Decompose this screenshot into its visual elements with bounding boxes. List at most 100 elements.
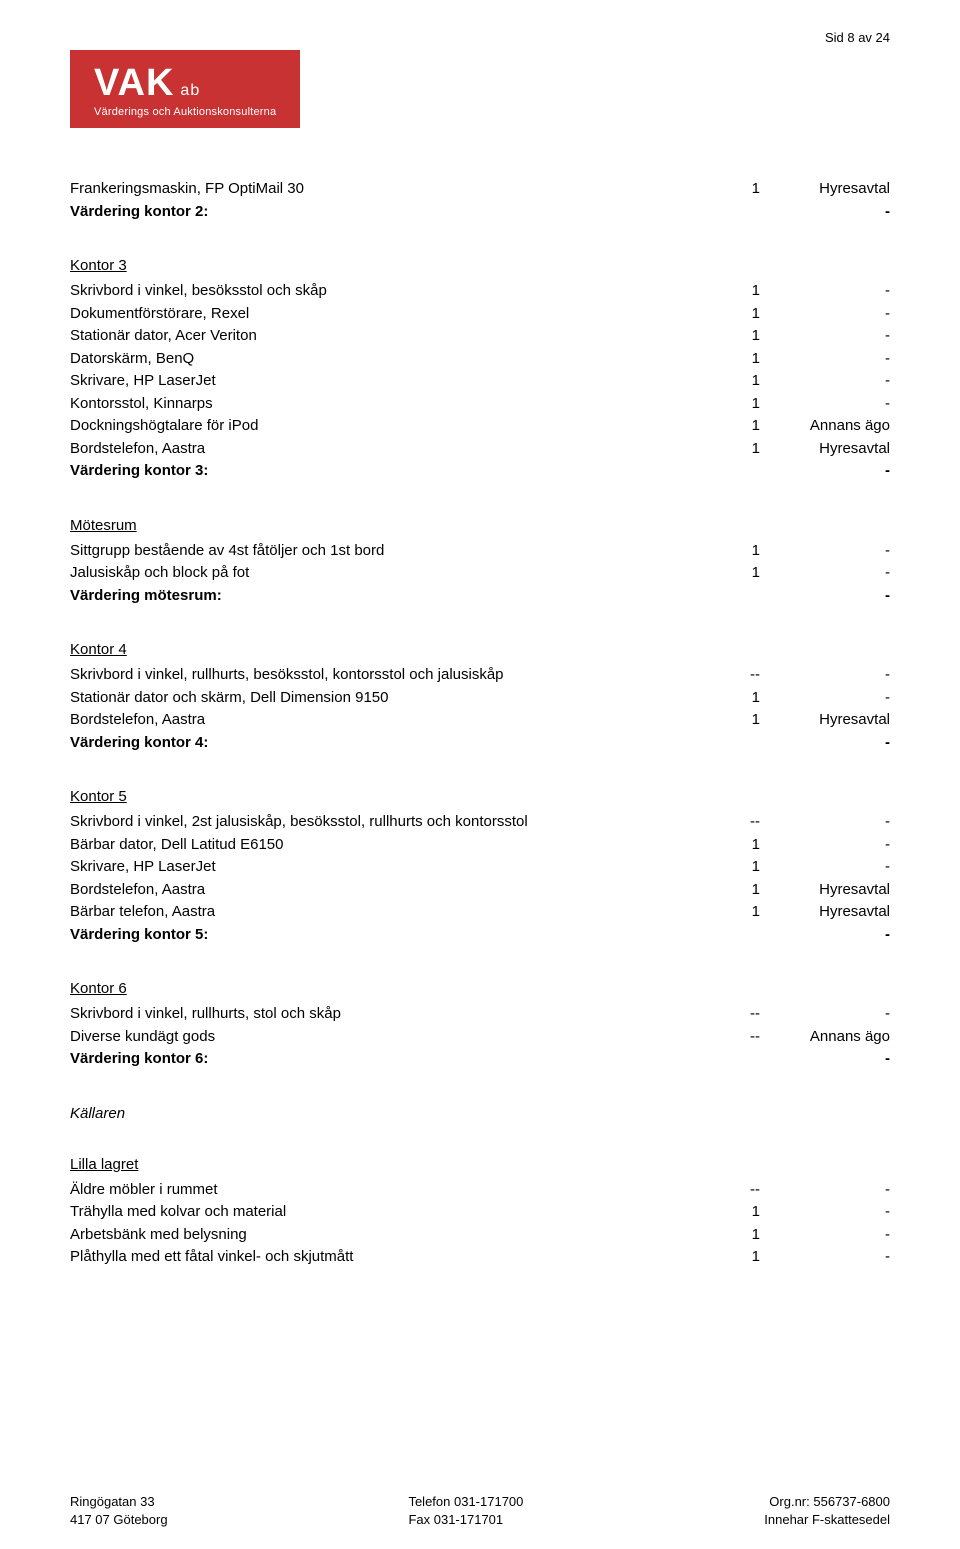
row-desc: Bordstelefon, Aastra [70, 438, 700, 461]
table-row: Skrivbord i vinkel, besöksstol och skåp1… [70, 280, 890, 303]
row-val: - [760, 280, 890, 303]
table-row: Kontorsstol, Kinnarps1- [70, 393, 890, 416]
row-qty: 1 [700, 687, 760, 710]
row-val: - [760, 811, 890, 834]
row-qty: 1 [700, 540, 760, 563]
row-desc: Stationär dator, Acer Veriton [70, 325, 700, 348]
section: Kontor 5Skrivbord i vinkel, 2st jalusisk… [70, 788, 890, 946]
row-desc: Stationär dator och skärm, Dell Dimensio… [70, 687, 700, 710]
row-val: - [760, 856, 890, 879]
row-val: - [760, 540, 890, 563]
row-qty: 1 [700, 438, 760, 461]
row-desc: Jalusiskåp och block på fot [70, 562, 700, 585]
row-qty: 1 [700, 370, 760, 393]
table-row: Stationär dator, Acer Veriton1- [70, 325, 890, 348]
row-val: - [760, 303, 890, 326]
row-qty: 1 [700, 834, 760, 857]
document-page: Sid 8 av 24 VAK ab Värderings och Auktion… [0, 0, 960, 1549]
logo-box: VAK ab Värderings och Auktionskonsulterna [70, 50, 300, 128]
row-val: - [760, 687, 890, 710]
logo-suffix: ab [180, 82, 200, 99]
row-qty: -- [700, 811, 760, 834]
table-row: Skrivbord i vinkel, rullhurts, besökssto… [70, 664, 890, 687]
row-qty: 1 [700, 393, 760, 416]
section-title: Kontor 4 [70, 641, 890, 658]
logo-text: VAK [94, 62, 174, 104]
row-desc: Äldre möbler i rummet [70, 1179, 700, 1202]
row-qty: 1 [700, 1201, 760, 1224]
footer-center-line1: Telefon 031-171700 [408, 1493, 523, 1511]
summary-label: Värdering kontor 6: [70, 1048, 760, 1071]
footer-center-line2: Fax 031-171701 [408, 1511, 523, 1529]
section-title: Kontor 3 [70, 257, 890, 274]
table-row: Dokumentförstörare, Rexel1- [70, 303, 890, 326]
table-row: Arbetsbänk med belysning1- [70, 1224, 890, 1247]
row-desc: Plåthylla med ett fåtal vinkel- och skju… [70, 1246, 700, 1269]
summary-val: - [760, 1048, 890, 1071]
row-qty: 1 [700, 348, 760, 371]
table-row: Datorskärm, BenQ1- [70, 348, 890, 371]
row-desc: Bordstelefon, Aastra [70, 879, 700, 902]
row-val: - [760, 1179, 890, 1202]
row-val: - [760, 1003, 890, 1026]
logo-main: VAK ab [94, 64, 276, 102]
footer-center: Telefon 031-171700 Fax 031-171701 [408, 1493, 523, 1529]
table-row: Bärbar dator, Dell Latitud E61501- [70, 834, 890, 857]
row-desc: Skrivare, HP LaserJet [70, 856, 700, 879]
footer-right-line2: Innehar F-skattesedel [764, 1511, 890, 1529]
summary-label: Värdering kontor 4: [70, 732, 760, 755]
row-qty: 1 [700, 415, 760, 438]
row-desc: Bärbar dator, Dell Latitud E6150 [70, 834, 700, 857]
row-qty: 1 [700, 879, 760, 902]
row-desc: Trähylla med kolvar och material [70, 1201, 700, 1224]
row-val: - [760, 348, 890, 371]
footer-right-line1: Org.nr: 556737-6800 [764, 1493, 890, 1511]
page-number: Sid 8 av 24 [825, 30, 890, 45]
row-qty: 1 [700, 709, 760, 732]
row-qty: 1 [700, 562, 760, 585]
table-row: Bordstelefon, Aastra1Hyresavtal [70, 709, 890, 732]
summary-val: - [760, 201, 890, 224]
table-row: Bordstelefon, Aastra1Hyresavtal [70, 438, 890, 461]
row-desc: Skrivbord i vinkel, rullhurts, stol och … [70, 1003, 700, 1026]
logo-subtitle: Värderings och Auktionskonsulterna [94, 106, 276, 118]
row-qty: 1 [700, 901, 760, 924]
table-row: Sittgrupp bestående av 4st fåtöljer och … [70, 540, 890, 563]
summary-row: Värdering mötesrum:- [70, 585, 890, 608]
row-desc: Datorskärm, BenQ [70, 348, 700, 371]
row-desc: Frankeringsmaskin, FP OptiMail 30 [70, 178, 700, 201]
row-val: - [760, 1224, 890, 1247]
section-title: Mötesrum [70, 517, 890, 534]
row-val: Hyresavtal [760, 438, 890, 461]
row-qty: -- [700, 1026, 760, 1049]
row-val: - [760, 393, 890, 416]
row-val: Hyresavtal [760, 879, 890, 902]
row-desc: Skrivbord i vinkel, besöksstol och skåp [70, 280, 700, 303]
table-row: Trähylla med kolvar och material1- [70, 1201, 890, 1224]
italic-section: Källaren [70, 1105, 890, 1122]
table-row: Stationär dator och skärm, Dell Dimensio… [70, 687, 890, 710]
table-row: Bordstelefon, Aastra1Hyresavtal [70, 879, 890, 902]
row-qty: 1 [700, 1224, 760, 1247]
summary-row: Värdering kontor 2:- [70, 201, 890, 224]
sections-container: Kontor 3 Skrivbord i vinkel, besöksstol o… [70, 257, 890, 1071]
summary-val: - [760, 460, 890, 483]
table-row: Skrivbord i vinkel, 2st jalusiskåp, besö… [70, 811, 890, 834]
footer-right: Org.nr: 556737-6800 Innehar F-skattesede… [764, 1493, 890, 1529]
row-qty: -- [700, 664, 760, 687]
summary-label: Värdering kontor 5: [70, 924, 760, 947]
row-val: - [760, 664, 890, 687]
table-row: Skrivare, HP LaserJet1- [70, 856, 890, 879]
table-row: Bärbar telefon, Aastra1Hyresavtal [70, 901, 890, 924]
row-desc: Dockningshögtalare för iPod [70, 415, 700, 438]
summary-row: Värdering kontor 3:- [70, 460, 890, 483]
section: Kontor 6Skrivbord i vinkel, rullhurts, s… [70, 980, 890, 1071]
section: Kontor 4 Skrivbord i vinkel, rullhurts, b… [70, 641, 890, 754]
summary-val: - [760, 924, 890, 947]
row-desc: Kontorsstol, Kinnarps [70, 393, 700, 416]
top-block: Frankeringsmaskin, FP OptiMail 301Hyresa… [70, 178, 890, 223]
row-val: - [760, 1201, 890, 1224]
summary-label: Värdering kontor 2: [70, 201, 760, 224]
bottom-section: Lilla lagretÄldre möbler i rummet---Träh… [70, 1156, 890, 1269]
summary-val: - [760, 732, 890, 755]
